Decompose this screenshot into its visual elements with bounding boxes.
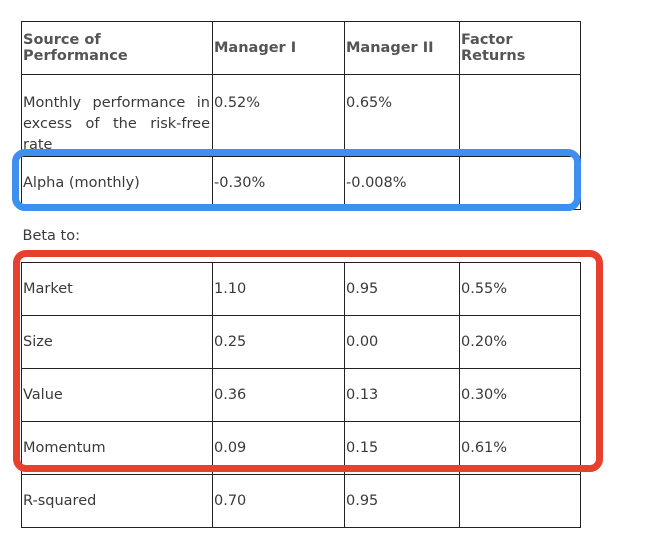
performance-table: Source of Performance Manager I Manager … bbox=[21, 21, 581, 528]
header-row: Source of Performance Manager I Manager … bbox=[21, 21, 581, 75]
factor-return-value bbox=[459, 156, 581, 210]
factor-return-value bbox=[459, 474, 581, 528]
manager-1-value: 0.25 bbox=[212, 315, 345, 369]
manager-1-value: 0.36 bbox=[212, 368, 345, 422]
manager-1-value: 0.52% bbox=[212, 74, 345, 157]
table-row-excess-performance: Monthly performance in excess of the ris… bbox=[21, 74, 581, 157]
manager-2-value: 0.00 bbox=[344, 315, 460, 369]
manager-2-value: -0.008% bbox=[344, 156, 460, 210]
row-label: Monthly performance in excess of the ris… bbox=[21, 74, 213, 157]
table-row-value: Value 0.36 0.13 0.30% bbox=[21, 368, 581, 422]
factor-return-value: 0.30% bbox=[459, 368, 581, 422]
row-label: Value bbox=[21, 368, 213, 422]
factor-return-value bbox=[459, 74, 581, 157]
factor-return-value: 0.55% bbox=[459, 262, 581, 316]
header-factor-returns: Factor Returns bbox=[459, 21, 581, 75]
table-row-size: Size 0.25 0.00 0.20% bbox=[21, 315, 581, 369]
manager-2-value: 0.95 bbox=[344, 474, 460, 528]
header-manager-2: Manager II bbox=[344, 21, 460, 75]
header-source: Source of Performance bbox=[21, 21, 213, 75]
beta-highlight-box bbox=[13, 250, 603, 472]
row-label: Size bbox=[21, 315, 213, 369]
table-row-alpha: Alpha (monthly) -0.30% -0.008% bbox=[21, 156, 581, 210]
table-row-r-squared: R-squared 0.70 0.95 bbox=[21, 474, 581, 528]
row-label: R-squared bbox=[21, 474, 213, 528]
manager-1-value: 0.70 bbox=[212, 474, 345, 528]
row-label: Market bbox=[21, 262, 213, 316]
header-manager-1: Manager I bbox=[212, 21, 345, 75]
manager-2-value: 0.13 bbox=[344, 368, 460, 422]
table-row-market: Market 1.10 0.95 0.55% bbox=[21, 262, 581, 316]
row-label: Alpha (monthly) bbox=[21, 156, 213, 210]
manager-2-value: 0.65% bbox=[344, 74, 460, 157]
alpha-highlight-box bbox=[12, 149, 581, 211]
